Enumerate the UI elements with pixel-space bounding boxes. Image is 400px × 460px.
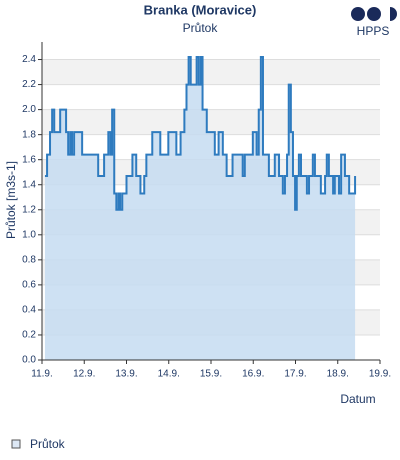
y-tick-label: 2.0 <box>22 104 36 115</box>
y-tick-label: 2.4 <box>22 54 36 65</box>
y-axis-label: Průtok [m3s-1] <box>4 161 18 239</box>
plot: 0.0 0.2 0.4 0.6 0.8 1.0 1.2 1.4 1.6 1.8 2.0 2.2 2.4 1… <box>22 42 391 380</box>
logo: HPPS <box>351 7 397 38</box>
x-tick-label: 14.9. <box>158 369 180 380</box>
x-tick-label: 11.9. <box>31 369 53 380</box>
y-tick-label: 1.8 <box>22 129 36 140</box>
legend-swatch <box>11 439 21 449</box>
y-tick-label: 1.6 <box>22 154 36 165</box>
y-tick-label: 0.6 <box>22 280 36 291</box>
x-tick-label: 17.9. <box>284 369 306 380</box>
y-tick-label: 0.4 <box>22 305 36 316</box>
x-tick-label: 15.9. <box>200 369 222 380</box>
x-axis-label: Datum <box>340 392 375 406</box>
y-tick-label: 0.2 <box>22 330 36 341</box>
x-tick-label: 16.9. <box>242 369 264 380</box>
x-tick-label: 18.9. <box>327 369 349 380</box>
y-tick-label: 1.0 <box>22 229 36 240</box>
x-tick-label: 13.9. <box>115 369 137 380</box>
y-tick-label: 2.2 <box>22 79 36 90</box>
x-tick-label: 12.9. <box>73 369 95 380</box>
chart-title: Branka (Moravice) <box>144 2 257 17</box>
y-tick-label: 0.8 <box>22 254 36 265</box>
grid-band <box>42 59 380 85</box>
y-tick-label: 1.2 <box>22 204 36 215</box>
x-tick-label: 19.9. <box>369 369 391 380</box>
area <box>44 57 356 360</box>
line <box>44 56 357 211</box>
logo-text: HPPS <box>357 24 390 38</box>
y-tick-label: 1.4 <box>22 179 36 190</box>
grid-band <box>42 109 380 135</box>
legend-label: Průtok <box>30 437 66 451</box>
y-tick-label: 0.0 <box>22 355 36 366</box>
chart-subtitle: Průtok <box>183 21 219 35</box>
